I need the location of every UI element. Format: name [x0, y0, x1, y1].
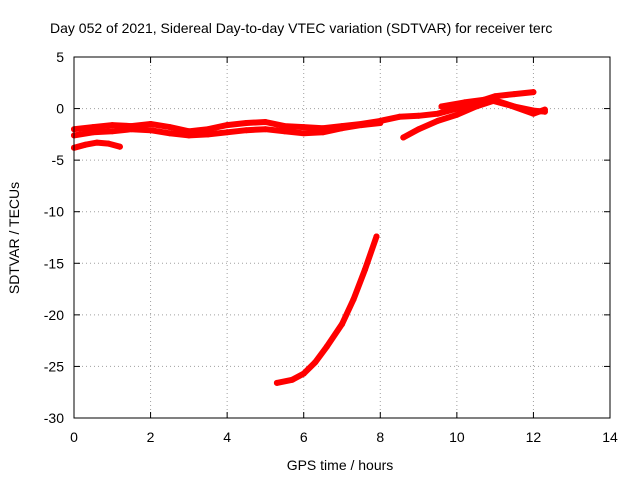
data-point	[323, 343, 330, 350]
data-point	[243, 120, 250, 126]
data-point	[415, 112, 422, 119]
x-tick-label: 4	[223, 429, 231, 445]
y-tick-label: -25	[44, 358, 64, 374]
y-tick-label: 0	[56, 101, 64, 117]
data-point	[166, 124, 173, 131]
data-point	[438, 103, 445, 110]
data-point	[319, 129, 326, 136]
data-point	[105, 140, 112, 147]
data-point	[147, 121, 154, 127]
data-point	[90, 124, 97, 131]
data-point	[281, 123, 288, 130]
data-point	[128, 126, 135, 133]
data-point	[434, 117, 441, 124]
data-point	[396, 113, 403, 120]
y-axis-label: SDTVAR / TECUs	[6, 182, 22, 294]
y-tick-label: -20	[44, 307, 64, 323]
data-point	[82, 141, 89, 148]
data-point	[205, 126, 211, 133]
data-point	[434, 110, 441, 117]
data-point	[224, 129, 231, 136]
x-tick-label: 2	[147, 429, 155, 445]
data-series-group	[71, 89, 548, 386]
data-point	[350, 296, 357, 303]
data-point	[511, 91, 518, 98]
data-point	[453, 105, 460, 112]
data-point	[339, 125, 345, 132]
data-point	[185, 132, 192, 139]
data-point	[300, 370, 307, 377]
x-tick-label: 10	[449, 429, 465, 445]
y-tick-label: 5	[56, 49, 64, 65]
data-point	[507, 102, 514, 109]
data-point	[453, 111, 460, 118]
x-axis-label: GPS time / hours	[287, 457, 394, 473]
series-line-6	[273, 233, 380, 386]
data-point	[400, 134, 407, 141]
x-tick-label: 0	[70, 429, 78, 445]
data-point	[415, 126, 422, 133]
data-point	[90, 129, 97, 136]
chart-title: Day 052 of 2021, Sidereal Day-to-day VTE…	[50, 20, 552, 36]
y-tick-label: -30	[44, 410, 64, 426]
data-point	[94, 139, 100, 146]
data-point	[205, 131, 211, 138]
y-tick-label: -15	[44, 255, 64, 271]
data-point	[300, 124, 307, 131]
data-point	[484, 96, 491, 103]
data-point	[312, 359, 319, 366]
data-point	[243, 127, 250, 134]
data-point	[289, 376, 296, 383]
data-point	[147, 127, 154, 134]
data-point	[541, 106, 548, 113]
data-point	[530, 89, 537, 96]
data-point	[262, 126, 269, 133]
x-tick-label: 14	[602, 429, 618, 445]
data-point	[281, 128, 288, 135]
axis-ticks: 0 2 4 6 8 10 12 14 5 0 -5 -10 -15 -20 -25 -30	[44, 49, 618, 445]
plot-frame	[73, 56, 611, 419]
data-point	[273, 379, 280, 386]
data-point	[109, 128, 116, 135]
data-point	[224, 122, 231, 129]
y-tick-label: -5	[52, 152, 65, 168]
data-point	[358, 122, 365, 129]
x-tick-label: 8	[376, 429, 384, 445]
data-point	[116, 143, 123, 150]
y-tick-label: -10	[44, 204, 64, 220]
grid	[74, 57, 610, 418]
data-point	[339, 321, 345, 328]
data-point	[461, 99, 468, 106]
data-point	[362, 266, 368, 273]
data-point	[262, 119, 269, 125]
x-tick-label: 12	[526, 429, 542, 445]
x-tick-label: 6	[300, 429, 308, 445]
data-point	[473, 103, 479, 110]
data-point	[300, 130, 307, 137]
data-point	[377, 120, 384, 126]
data-point	[373, 233, 380, 240]
data-point	[530, 110, 537, 117]
data-point	[109, 122, 116, 129]
data-point	[166, 130, 173, 137]
